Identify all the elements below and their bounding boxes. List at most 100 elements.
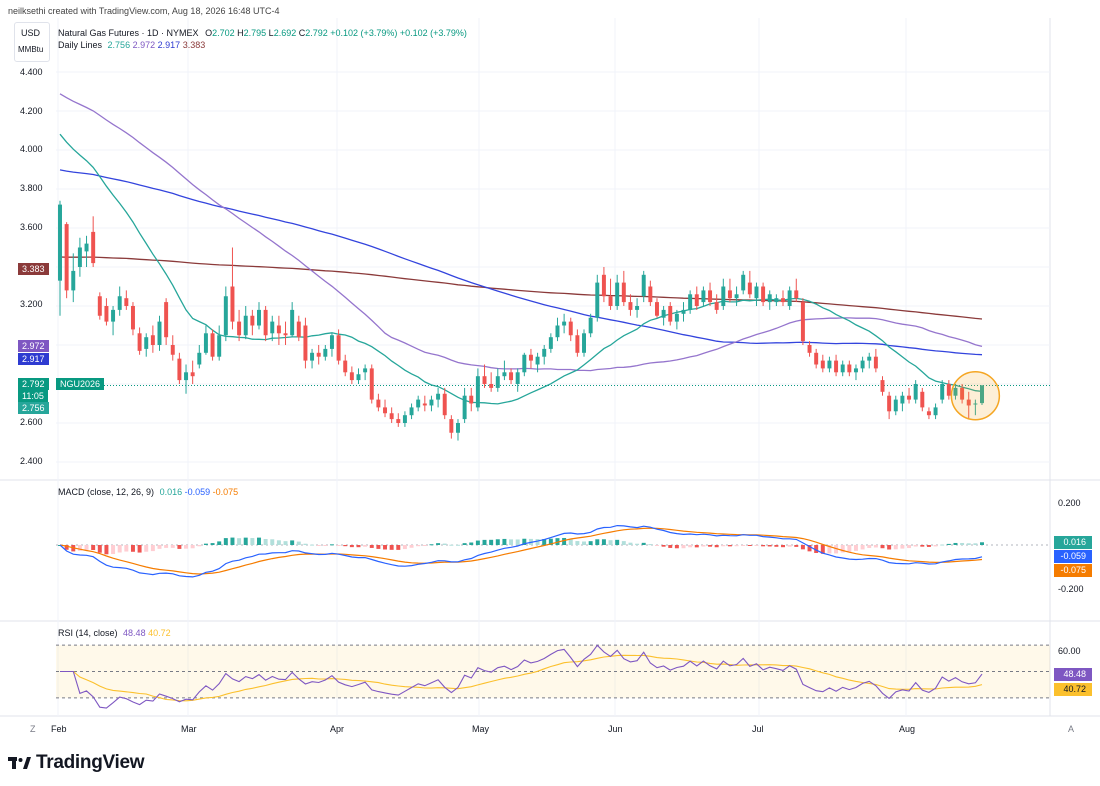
rsi-line	[60, 644, 983, 709]
ohlc-low-label: L	[268, 28, 274, 38]
lines-legend[interactable]: Daily Lines 2.756 2.972 2.917 3.383	[58, 40, 205, 50]
macd-histogram-bar	[661, 545, 666, 547]
candle-body	[781, 298, 785, 303]
candle-body	[270, 321, 275, 334]
candle-body	[210, 333, 215, 357]
macd-histogram-bar	[376, 545, 381, 549]
chart-decorations	[950, 370, 1001, 421]
macd-histogram-bar	[509, 539, 514, 545]
macd-signal-badge: -0.075	[1054, 564, 1092, 577]
macd-histogram-bar	[933, 545, 938, 547]
candle-body	[926, 411, 931, 416]
macd-histogram-bar	[396, 545, 401, 550]
candle-body	[694, 294, 699, 306]
macd-histogram-bar	[562, 537, 567, 545]
macd-histogram-bar	[230, 537, 235, 545]
macd-histogram-bar	[641, 542, 646, 545]
line-val-sma200: 3.383	[182, 40, 206, 50]
candle-body	[97, 296, 102, 316]
macd-histogram-bar	[369, 545, 374, 548]
candle-body	[290, 309, 295, 336]
sma50-badge: 2.972	[18, 340, 49, 352]
rsi-indicator	[56, 644, 1050, 709]
candle-body	[111, 309, 116, 322]
z-button[interactable]: Z	[30, 724, 36, 734]
macd-signal-val: -0.075	[212, 487, 239, 497]
macd-histogram-bar	[694, 545, 699, 548]
macd-histogram-bar	[741, 545, 746, 546]
candle-body	[575, 335, 580, 353]
candle-body	[940, 384, 945, 400]
candle-body	[867, 356, 872, 361]
currency-box[interactable]: USD MMBtu	[14, 22, 50, 62]
candle-body	[456, 423, 460, 433]
candle-body	[834, 360, 839, 373]
macd-histogram-bar	[117, 545, 122, 553]
candle-body	[628, 302, 633, 310]
unit-label: MMBtu	[18, 45, 44, 54]
candle-body	[668, 306, 673, 322]
candle-body	[727, 290, 732, 299]
candle-body	[237, 321, 242, 336]
rsi-legend[interactable]: RSI (14, close) 48.48 40.72	[58, 628, 171, 638]
candle-body	[708, 290, 713, 303]
macd-histogram-bar	[243, 537, 248, 545]
macd-histogram-bar	[800, 545, 805, 550]
candle-body	[77, 247, 82, 267]
candle-body	[595, 282, 600, 318]
x-tick-label: Jun	[608, 724, 623, 734]
candle-body	[907, 395, 912, 400]
candle-body	[814, 352, 819, 365]
macd-legend[interactable]: MACD (close, 12, 26, 9) 0.016 -0.059 -0.…	[58, 487, 238, 497]
line-val-sma50: 2.972	[132, 40, 156, 50]
candle-body	[966, 399, 971, 406]
macd-histogram-bar	[873, 545, 878, 548]
candle-body	[794, 290, 799, 299]
candle-body	[555, 325, 560, 338]
macd-histogram-bar	[867, 545, 872, 548]
macd-histogram-bar	[926, 545, 931, 547]
macd-histogram-bar	[820, 545, 825, 554]
macd-histogram-bar	[714, 545, 719, 548]
rsi-ma-badge: 40.72	[1054, 683, 1092, 696]
macd-histogram-bar	[953, 542, 958, 545]
macd-histogram-bar	[913, 545, 918, 547]
symbol-legend[interactable]: Natural Gas Futures · 1D · NYMEX O2.702 …	[58, 28, 467, 38]
macd-histogram-bar	[568, 539, 573, 545]
macd-histogram-bar	[648, 544, 653, 546]
a-button[interactable]: A	[1068, 724, 1075, 734]
macd-histogram-bar	[336, 545, 341, 546]
candle-body	[900, 395, 905, 404]
candle-body	[688, 294, 693, 310]
candle-body	[257, 309, 261, 326]
macd-histogram-bar	[184, 545, 189, 549]
candle-body	[137, 333, 142, 351]
candle-body	[621, 282, 626, 303]
candle-body	[190, 372, 195, 377]
macd-line	[59, 524, 983, 578]
sma200-badge: 3.383	[18, 263, 49, 275]
line-val-sma100: 2.917	[157, 40, 181, 50]
candle-body	[787, 290, 792, 306]
macd-histogram-bar	[197, 545, 202, 547]
candle-body	[303, 325, 308, 361]
rsi-val: 48.48	[123, 628, 146, 638]
candle-body	[562, 321, 567, 326]
candle-body	[356, 374, 361, 381]
macd-histogram-bar	[296, 541, 301, 545]
candle-body	[674, 313, 679, 322]
sma100-badge: 2.917	[18, 353, 49, 365]
candle-body	[203, 333, 208, 353]
macd-indicator	[56, 524, 1050, 578]
candle-body	[250, 315, 255, 326]
candle-body	[316, 352, 321, 357]
candle-body	[615, 282, 620, 306]
y-tick-label: 3.200	[20, 299, 43, 309]
macd-histogram-bar	[469, 542, 474, 545]
macd-tick-bottom: -0.200	[1058, 584, 1084, 594]
candle-body	[528, 354, 533, 361]
candle-body	[263, 309, 268, 336]
candle-body	[767, 294, 772, 303]
macd-histogram-bar	[907, 545, 912, 549]
macd-histogram-bar	[966, 543, 971, 545]
